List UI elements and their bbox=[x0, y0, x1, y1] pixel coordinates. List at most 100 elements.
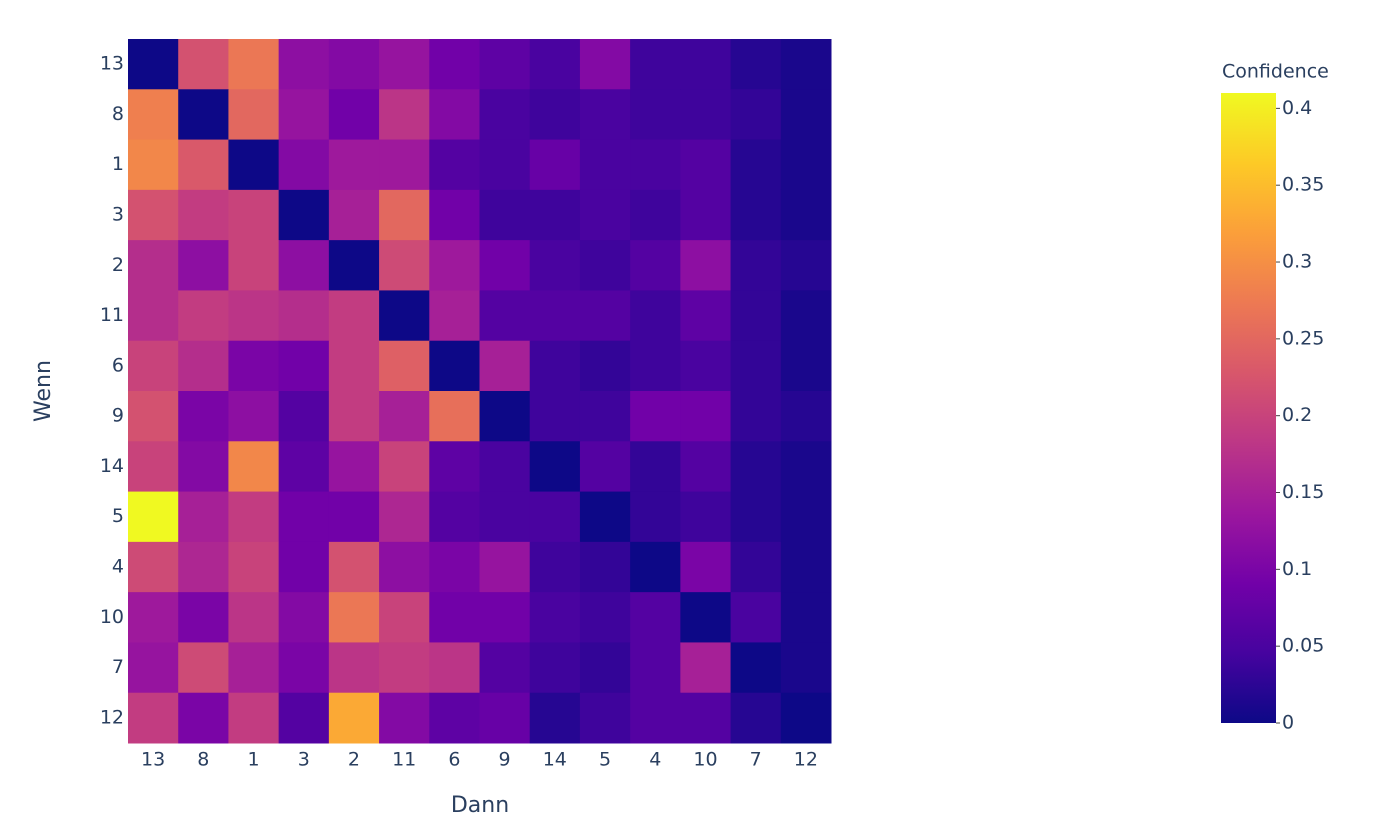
heatmap-cell bbox=[379, 39, 430, 90]
colorbar-tick-label: 0.1 bbox=[1282, 558, 1312, 580]
heatmap-cell bbox=[479, 89, 531, 141]
heatmap-cell bbox=[730, 89, 782, 141]
heatmap-cell bbox=[529, 189, 581, 241]
heatmap-cell bbox=[429, 391, 480, 442]
heatmap-cell bbox=[128, 692, 179, 744]
heatmap-cell bbox=[128, 290, 179, 342]
heatmap-cell bbox=[680, 692, 732, 744]
heatmap-cell bbox=[278, 692, 330, 744]
y-tick-label: 10 bbox=[100, 606, 124, 628]
heatmap-cell bbox=[730, 391, 782, 442]
heatmap-cell bbox=[579, 692, 631, 744]
heatmap-cell bbox=[379, 340, 430, 392]
heatmap-cell bbox=[479, 290, 531, 342]
x-tick-label: 4 bbox=[649, 749, 661, 771]
heatmap-cell bbox=[630, 541, 681, 593]
heatmap-cell bbox=[479, 441, 531, 493]
heatmap-cell bbox=[328, 290, 380, 342]
heatmap-cell bbox=[228, 39, 280, 90]
heatmap-cell bbox=[328, 592, 380, 643]
x-tick-label: 12 bbox=[794, 749, 818, 771]
heatmap-cell bbox=[479, 139, 531, 191]
heatmap-cell bbox=[328, 541, 380, 593]
heatmap-cell bbox=[780, 592, 832, 643]
heatmap-cell bbox=[479, 391, 531, 442]
heatmap-cell bbox=[730, 592, 782, 643]
y-tick-label: 9 bbox=[112, 405, 124, 427]
heatmap-cell bbox=[228, 491, 280, 543]
heatmap-cell bbox=[680, 240, 732, 291]
heatmap-cell bbox=[680, 391, 732, 442]
heatmap-cell bbox=[278, 592, 330, 643]
heatmap-cell bbox=[429, 642, 480, 694]
y-tick-label: 11 bbox=[100, 304, 124, 326]
heatmap-cell bbox=[780, 541, 832, 593]
x-tick-label: 2 bbox=[348, 749, 360, 771]
colorbar-tick-label: 0.3 bbox=[1282, 251, 1312, 273]
heatmap-cell bbox=[579, 139, 631, 191]
heatmap-cell bbox=[128, 39, 179, 90]
heatmap-cell bbox=[630, 340, 681, 392]
heatmap-cell bbox=[429, 139, 480, 191]
heatmap-cell bbox=[630, 189, 681, 241]
heatmap-cell bbox=[780, 139, 832, 191]
heatmap-cell bbox=[278, 39, 330, 90]
heatmap-cell bbox=[529, 592, 581, 643]
heatmap-cell bbox=[328, 692, 380, 744]
colorbar-tick-label: 0.4 bbox=[1282, 97, 1312, 119]
heatmap-cell bbox=[178, 139, 229, 191]
y-tick-label: 4 bbox=[112, 556, 124, 578]
heatmap-cell bbox=[479, 240, 531, 291]
heatmap-cell bbox=[128, 441, 179, 493]
heatmap-cell bbox=[479, 692, 531, 744]
heatmap-cell bbox=[630, 491, 681, 543]
heatmap-cell bbox=[730, 491, 782, 543]
heatmap-cell bbox=[379, 592, 430, 643]
heatmap-cell bbox=[278, 491, 330, 543]
heatmap-cell bbox=[529, 39, 581, 90]
heatmap-cell bbox=[228, 189, 280, 241]
heatmap-cell bbox=[780, 491, 832, 543]
heatmap-cell bbox=[178, 642, 229, 694]
heatmap-cell bbox=[128, 340, 179, 392]
heatmap-cell bbox=[529, 139, 581, 191]
x-tick-label: 7 bbox=[750, 749, 762, 771]
heatmap-cell bbox=[278, 189, 330, 241]
y-tick-label: 7 bbox=[112, 656, 124, 678]
heatmap-cell bbox=[429, 89, 480, 141]
heatmap-cell bbox=[429, 189, 480, 241]
x-tick-label: 13 bbox=[141, 749, 165, 771]
heatmap-cell bbox=[429, 39, 480, 90]
heatmap-cell bbox=[328, 441, 380, 493]
heatmap-cell bbox=[278, 541, 330, 593]
heatmap-cell bbox=[479, 340, 531, 392]
heatmap-cell bbox=[429, 441, 480, 493]
heatmap-cell bbox=[630, 642, 681, 694]
heatmap-cell bbox=[328, 139, 380, 191]
heatmap-cell bbox=[328, 391, 380, 442]
heatmap-cell bbox=[379, 89, 430, 141]
x-tick-label: 10 bbox=[693, 749, 717, 771]
heatmap-cell bbox=[379, 189, 430, 241]
heatmap-cell bbox=[128, 541, 179, 593]
heatmap-cell bbox=[529, 491, 581, 543]
heatmap-cell bbox=[328, 89, 380, 141]
heatmap-cell bbox=[780, 340, 832, 392]
heatmap-cell bbox=[228, 592, 280, 643]
x-tick-label: 14 bbox=[543, 749, 567, 771]
heatmap-cell bbox=[379, 290, 430, 342]
heatmap-cell bbox=[379, 240, 430, 291]
heatmap-cell bbox=[780, 692, 832, 744]
x-tick-label: 3 bbox=[298, 749, 310, 771]
heatmap-cell bbox=[529, 692, 581, 744]
heatmap-cell bbox=[379, 491, 430, 543]
heatmap-cell bbox=[630, 290, 681, 342]
heatmap-cell bbox=[680, 642, 732, 694]
y-tick-label: 5 bbox=[112, 505, 124, 527]
heatmap-cell bbox=[630, 39, 681, 90]
heatmap-cell bbox=[479, 491, 531, 543]
heatmap-cell bbox=[630, 240, 681, 291]
heatmap-cell bbox=[529, 391, 581, 442]
heatmap-cell bbox=[228, 541, 280, 593]
